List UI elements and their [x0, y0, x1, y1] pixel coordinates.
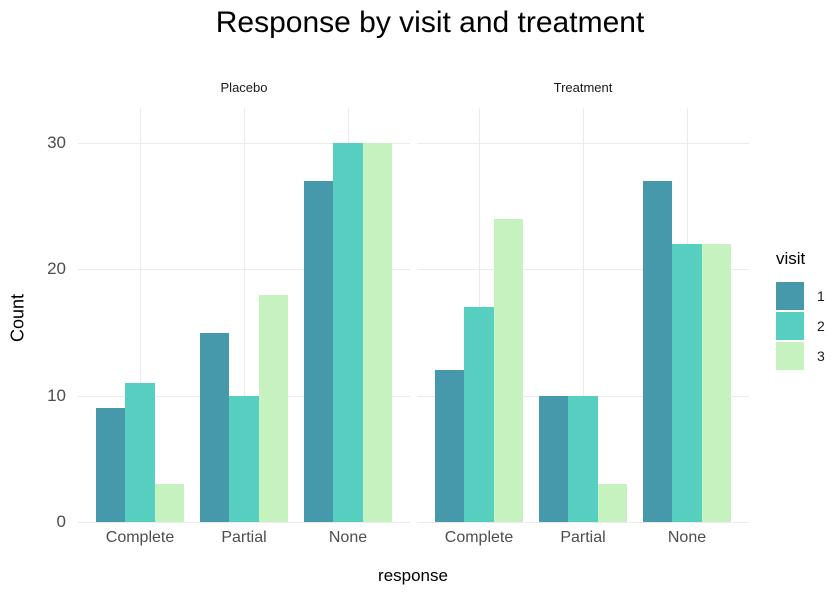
bar-treatment-partial-visit2 [568, 396, 598, 522]
bar-treatment-complete-visit2 [464, 307, 494, 522]
legend-title: visit [776, 249, 806, 268]
facet-label-placebo: Placebo [220, 80, 268, 95]
legend-item-visit-1: 1 [776, 282, 825, 310]
x-tick-label-complete: Complete [444, 529, 514, 546]
bar-treatment-complete-visit1 [435, 370, 464, 522]
legend-item-visit-2: 2 [776, 312, 825, 340]
y-tick-label-30: 30 [47, 133, 66, 152]
legend-item-visit-3: 3 [776, 342, 825, 370]
bar-placebo-partial-visit2 [229, 396, 259, 522]
bar-treatment-none-visit2 [672, 244, 702, 522]
bar-treatment-partial-visit1 [539, 396, 568, 522]
legend: visit 1 2 3 [776, 249, 825, 372]
bar-treatment-partial-visit3 [598, 484, 627, 522]
chart-title: Response by visit and treatment [215, 6, 645, 39]
legend-swatch-visit-1 [776, 282, 804, 310]
bar-placebo-complete-visit3 [155, 484, 184, 522]
x-axis-title: response [378, 566, 448, 585]
facet-panel-treatment [417, 108, 749, 523]
x-tick-label-none: None [328, 529, 368, 546]
y-tick-label-10: 10 [47, 386, 66, 405]
gridline-x-complete [140, 108, 141, 523]
gridline-x-partial [583, 108, 584, 523]
y-tick-label-0: 0 [56, 512, 66, 531]
facet-label-treatment: Treatment [553, 80, 613, 95]
x-tick-label-complete: Complete [105, 529, 175, 546]
legend-item-label: 3 [817, 348, 825, 364]
bar-placebo-none-visit3 [363, 143, 392, 522]
legend-swatch-visit-3 [776, 342, 804, 370]
legend-item-label: 1 [817, 288, 825, 304]
gridline-x-partial [244, 108, 245, 523]
bar-treatment-none-visit3 [702, 244, 731, 522]
x-tick-label-partial: Partial [221, 529, 267, 546]
y-tick-label-20: 20 [47, 259, 66, 278]
bar-placebo-complete-visit2 [125, 383, 155, 522]
facet-panel-placebo [78, 108, 410, 523]
y-axis-title: Count [7, 293, 28, 343]
legend-item-label: 2 [817, 318, 825, 334]
bar-placebo-none-visit1 [304, 181, 333, 522]
bar-placebo-none-visit2 [333, 143, 363, 522]
x-tick-label-none: None [667, 529, 707, 546]
x-tick-label-partial: Partial [560, 529, 606, 546]
bar-treatment-complete-visit3 [494, 219, 523, 522]
bar-placebo-partial-visit1 [200, 333, 229, 522]
bar-placebo-complete-visit1 [96, 408, 125, 522]
legend-swatch-visit-2 [776, 312, 804, 340]
bar-placebo-partial-visit3 [259, 295, 288, 522]
legend-items: 1 2 3 [776, 282, 825, 370]
bar-treatment-none-visit1 [643, 181, 672, 522]
